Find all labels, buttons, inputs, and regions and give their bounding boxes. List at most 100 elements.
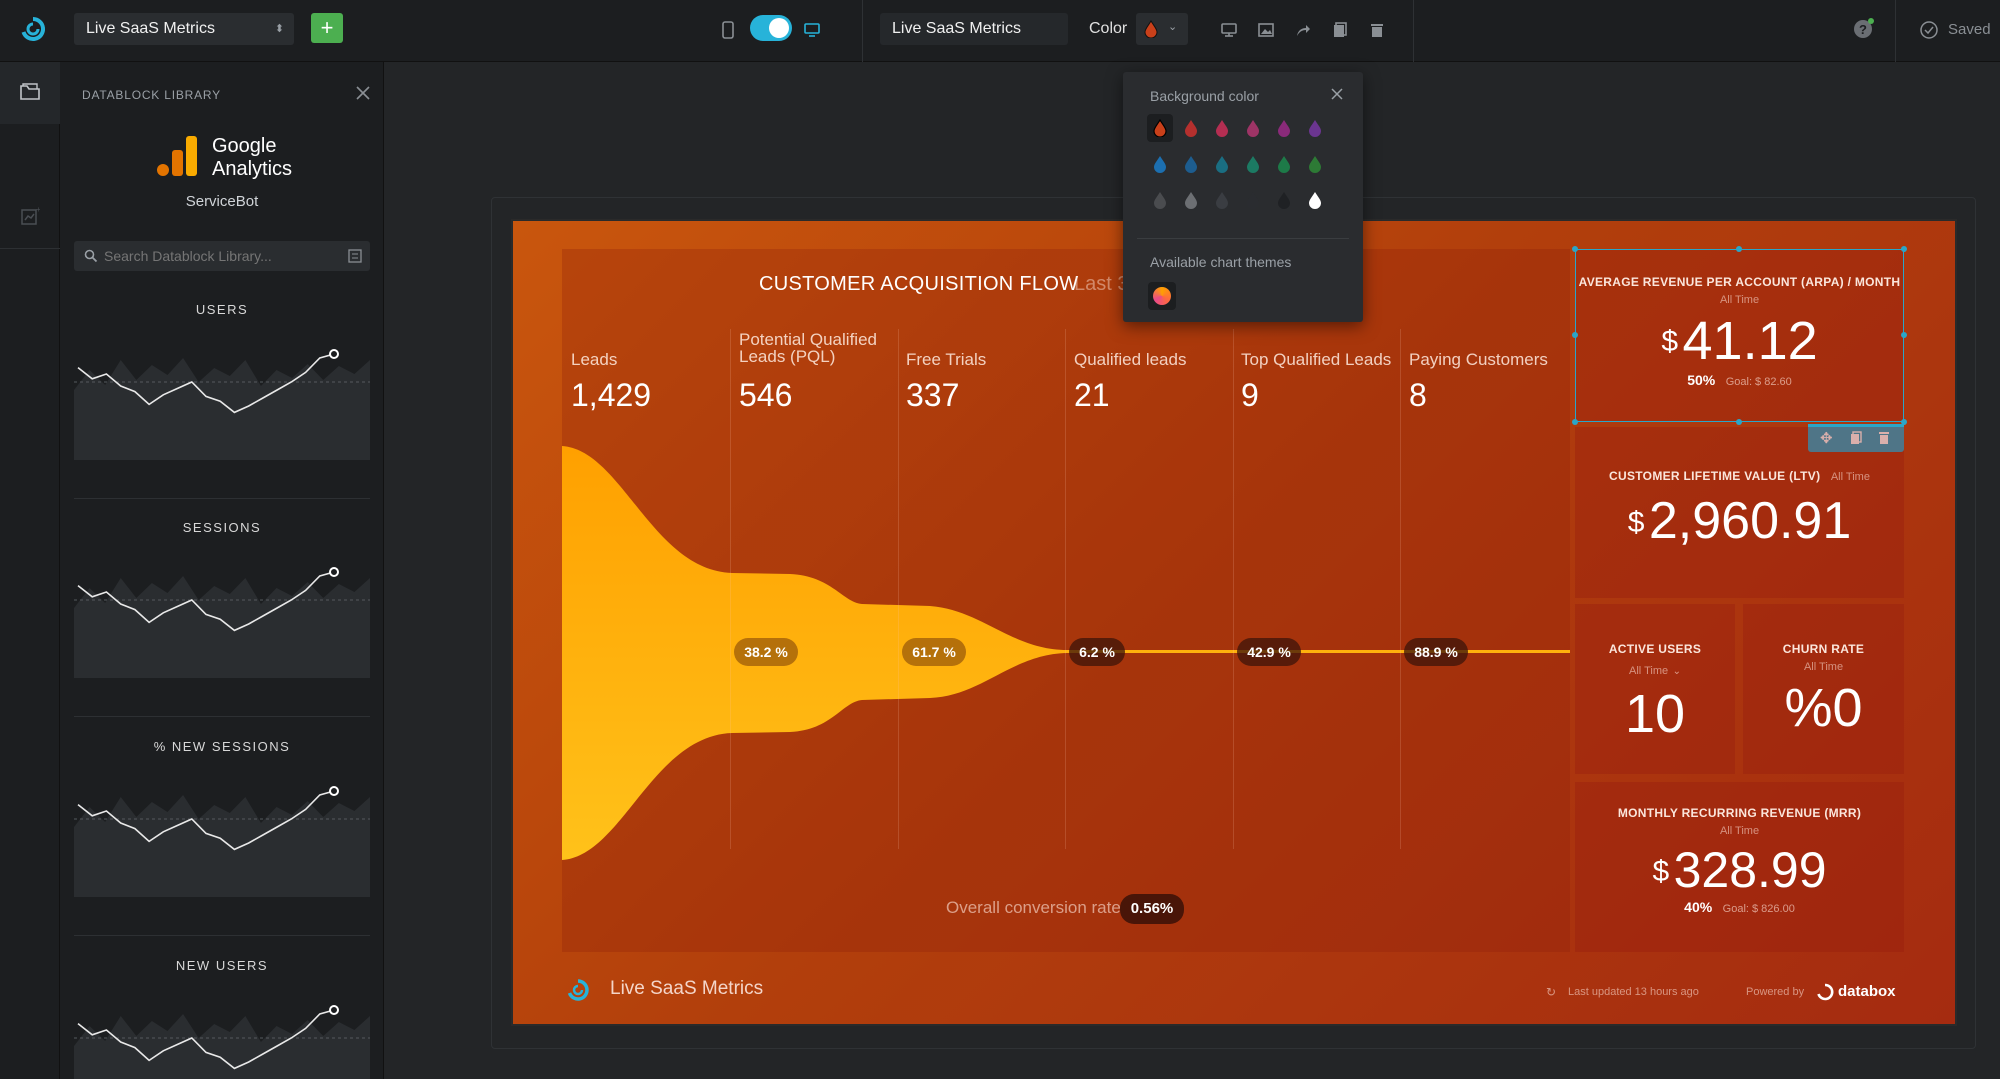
library-search-input[interactable] — [104, 241, 334, 271]
sparkline-area — [74, 1014, 370, 1079]
desktop-view-icon[interactable] — [802, 18, 822, 42]
color-swatch[interactable] — [1209, 114, 1235, 142]
top-toolbar: Live SaaS Metrics ⬍ + Live SaaS Metrics … — [0, 0, 2000, 62]
color-swatch[interactable] — [1240, 186, 1266, 214]
stage-value: 9 — [1241, 377, 1259, 413]
list-view-icon[interactable] — [348, 249, 362, 263]
library-card-title: USERS — [195, 302, 249, 317]
copy-icon[interactable] — [1850, 431, 1862, 445]
color-swatch[interactable] — [1147, 186, 1173, 214]
resize-handle[interactable] — [1572, 246, 1578, 252]
conversion-pill: 38.2 % — [734, 638, 798, 666]
color-drop-icon — [1278, 156, 1290, 173]
tv-mode-icon[interactable] — [1219, 18, 1239, 42]
kpi-period[interactable]: All Time — [1629, 665, 1669, 677]
app-logo-icon[interactable] — [20, 16, 46, 42]
library-search-box[interactable] — [74, 241, 370, 271]
color-swatch[interactable] — [1178, 186, 1204, 214]
datablock-library-panel: DATABLOCK LIBRARY Google Analytics Servi… — [60, 62, 384, 1079]
source-brand-line1: Google — [212, 135, 277, 157]
stage-label: Top Qualified Leads — [1241, 350, 1392, 369]
arpa-datablock[interactable]: AVERAGE REVENUE PER ACCOUNT (ARPA) / MON… — [1572, 246, 1907, 425]
dashboard-select[interactable]: Live SaaS Metrics ⬍ — [74, 13, 294, 45]
kpi-value: 2,960.91 — [1648, 492, 1852, 550]
color-swatch[interactable] — [1209, 186, 1235, 214]
color-swatch[interactable] — [1302, 150, 1328, 178]
library-card-title: % NEW SESSIONS — [153, 739, 291, 754]
share-icon[interactable] — [1293, 18, 1313, 42]
color-swatch[interactable] — [1271, 150, 1297, 178]
resize-handle[interactable] — [1736, 246, 1742, 252]
stage-label: Qualified leads — [1074, 350, 1187, 369]
color-swatch[interactable] — [1240, 150, 1266, 178]
refresh-icon[interactable]: ↻ — [1546, 985, 1557, 999]
help-icon[interactable]: ? — [1852, 16, 1876, 40]
overall-conversion-label: Overall conversion rate — [946, 898, 1121, 917]
source-account[interactable]: ServiceBot — [185, 193, 259, 210]
color-drop-icon — [1247, 156, 1259, 173]
move-icon[interactable]: ✥ — [1820, 430, 1833, 447]
kpi-period[interactable]: All Time — [1803, 661, 1844, 673]
color-swatch[interactable] — [1271, 114, 1297, 142]
color-swatch[interactable] — [1147, 114, 1173, 142]
color-drop-icon — [1185, 120, 1197, 137]
kpi-value: 10 — [1624, 684, 1686, 744]
color-drop-icon — [1309, 156, 1321, 173]
sparkline-line — [77, 353, 335, 414]
color-swatch[interactable] — [1240, 114, 1266, 142]
churn-rate-datablock[interactable]: CHURN RATE All Time %0 — [1743, 604, 1904, 774]
color-drop-icon — [1154, 156, 1166, 173]
active-users-datablock[interactable]: ACTIVE USERS All Time ⌄ 10 — [1575, 604, 1735, 774]
resize-handle[interactable] — [1901, 419, 1907, 425]
databox-brand: databox — [1838, 983, 1896, 1000]
resize-handle[interactable] — [1901, 246, 1907, 252]
close-popover-icon[interactable] — [1331, 87, 1345, 101]
funnel-period[interactable]: Last 3 — [1074, 273, 1129, 295]
color-swatch[interactable] — [1209, 150, 1235, 178]
left-rail: + — [0, 62, 60, 1079]
close-library-icon[interactable] — [356, 86, 372, 102]
rail-library-tab[interactable] — [0, 62, 60, 124]
stage-value: 1,429 — [571, 377, 652, 413]
kpi-period[interactable]: All Time — [1719, 294, 1760, 306]
image-export-icon[interactable] — [1256, 18, 1276, 42]
kpi-title: CHURN RATE — [1782, 642, 1865, 656]
resize-handle[interactable] — [1572, 332, 1578, 338]
resize-handle[interactable] — [1901, 332, 1907, 338]
kpi-period[interactable]: All Time — [1719, 825, 1760, 837]
ltv-datablock[interactable]: CUSTOMER LIFETIME VALUE (LTV) All Time $… — [1575, 427, 1904, 598]
color-swatch[interactable] — [1302, 114, 1328, 142]
chart-theme-swatch[interactable] — [1148, 282, 1176, 310]
kpi-currency: $ — [1661, 325, 1679, 358]
google-analytics-logo-icon — [156, 134, 200, 178]
color-swatch[interactable] — [1178, 150, 1204, 178]
resize-handle[interactable] — [1572, 419, 1578, 425]
library-card-title: SESSIONS — [182, 520, 262, 535]
color-swatch[interactable] — [1302, 186, 1328, 214]
conversion-pill: 88.9 % — [1404, 638, 1468, 666]
databox-logo-icon — [1816, 983, 1834, 1001]
resize-handle[interactable] — [1736, 419, 1742, 425]
trash-icon[interactable] — [1878, 431, 1890, 445]
chevron-down-icon[interactable]: ⌄ — [1672, 666, 1681, 677]
kpi-period[interactable]: All Time — [1830, 471, 1870, 483]
duplicate-icon[interactable] — [1330, 18, 1350, 42]
color-swatch[interactable] — [1147, 150, 1173, 178]
rail-add-chart-tab[interactable]: + — [0, 186, 60, 248]
sparkline-current-point — [329, 349, 339, 359]
delete-icon[interactable] — [1367, 18, 1387, 42]
add-dashboard-button[interactable]: + — [311, 13, 343, 43]
kpi-value: %0 — [1784, 678, 1863, 738]
stage-label: Potential Qualified Leads (PQL) — [739, 330, 877, 366]
mobile-view-icon[interactable] — [720, 18, 736, 42]
footer-logo-icon — [566, 978, 590, 1002]
sparkline-area — [74, 358, 370, 460]
color-drop-icon — [1185, 192, 1197, 209]
mrr-datablock[interactable]: MONTHLY RECURRING REVENUE (MRR) All Time… — [1575, 782, 1904, 952]
color-picker-button[interactable]: ⌄ — [1136, 13, 1188, 45]
dashboard-name-field[interactable]: Live SaaS Metrics — [880, 13, 1068, 45]
view-toggle[interactable] — [750, 15, 792, 41]
color-swatch[interactable] — [1271, 186, 1297, 214]
sparkline-chart — [74, 786, 370, 897]
color-swatch[interactable] — [1178, 114, 1204, 142]
